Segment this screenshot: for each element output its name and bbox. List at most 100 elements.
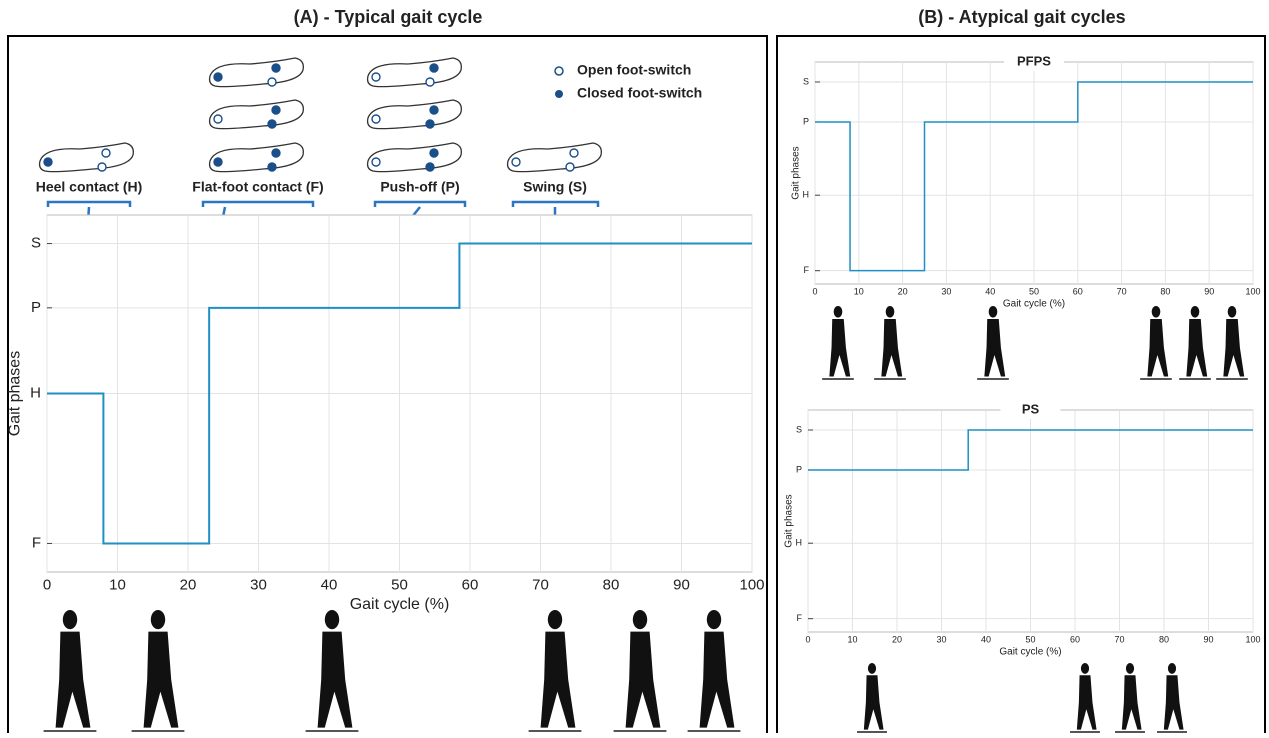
chart-title: PS [1022,401,1040,416]
y-tick-label: F [804,265,810,275]
foot-switch [425,77,435,87]
x-tick-label: 10 [854,286,864,296]
silhouette [1080,663,1090,674]
bracket [46,200,132,207]
x-tick-label: 90 [1203,634,1213,644]
silhouette [62,610,78,630]
foot-switch [213,114,223,124]
x-tick-label: 10 [109,576,126,593]
silhouette [547,610,563,630]
foot-icon [366,99,462,130]
foot-switch [371,114,381,124]
x-tick-label: 100 [1245,286,1260,296]
silhouette [699,631,735,728]
foot-switch [565,162,575,172]
y-tick-label: H [796,538,803,548]
title-bg [1000,401,1061,419]
x-tick-label: 80 [1159,634,1169,644]
foot-switch [429,105,439,115]
foot-switch [511,157,521,167]
x-tick-label: 60 [462,576,479,593]
x-tick-label: 50 [391,576,408,593]
annotation: Push-off (P) [380,179,459,195]
x-tick-label: 40 [985,286,995,296]
silhouette [984,318,1006,377]
x-tick-label: 40 [321,576,338,593]
silhouette [1076,675,1097,730]
bracket [201,200,315,207]
bracket [373,200,467,207]
foot-switch [267,119,277,129]
foot-icon [506,142,602,173]
y-tick-label: H [30,384,41,401]
silhouette [885,306,895,318]
y-tick-label: H [803,190,810,200]
silhouette [317,631,353,728]
foot-switch [271,105,281,115]
silhouette [863,675,884,730]
x-tick-label: 20 [892,634,902,644]
silhouette [143,631,179,728]
x-axis-label: Gait cycle (%) [999,646,1061,657]
silhouette [1227,306,1237,318]
silhouette [829,318,851,377]
x-tick-label: 50 [1025,634,1035,644]
foot-switch [213,72,223,82]
panel-b-title: (B) - Atypical gait cycles [918,7,1125,27]
x-axis-label: Gait cycle (%) [350,596,450,613]
illustrations [38,57,1248,733]
foot-icon [208,142,304,173]
x-tick-label: 80 [603,576,620,593]
silhouette [324,610,340,630]
y-axis-label: Gait phases [7,351,24,436]
legend-label: Open foot-switch [577,62,691,78]
step-line [47,242,752,545]
foot-switch [43,157,53,167]
x-tick-label: 0 [805,634,810,644]
x-tick-label: 50 [1029,286,1039,296]
foot-switch [267,77,277,87]
x-axis-label: Gait cycle (%) [1003,298,1065,309]
foot-icon [208,99,304,130]
foot-switch [371,72,381,82]
foot-switch [429,148,439,158]
y-axis-label: Gait phases [791,146,802,199]
x-tick-label: 60 [1070,634,1080,644]
x-tick-label: 20 [898,286,908,296]
step-line [815,81,1253,272]
silhouette [988,306,998,318]
x-tick-label: 30 [250,576,267,593]
y-tick-label: S [796,424,802,434]
silhouette [1190,306,1200,318]
foot-switch [101,148,111,158]
legend-marker [555,90,563,98]
silhouette [540,631,576,728]
y-tick-label: F [32,534,41,551]
silhouette [1125,663,1135,674]
x-tick-label: 0 [43,576,51,593]
silhouette [833,306,843,318]
silhouette [881,318,903,377]
y-tick-label: P [803,116,809,126]
title-bg [1004,53,1064,71]
x-tick-label: 70 [1117,286,1127,296]
silhouette [625,631,661,728]
silhouette [1163,675,1184,730]
foot-icon [208,57,304,88]
silhouette [1147,318,1169,377]
silhouette [1121,675,1142,730]
step-line [808,429,1253,471]
silhouette [867,663,877,674]
x-tick-label: 90 [1204,286,1214,296]
y-tick-label: P [31,299,41,316]
x-tick-label: 100 [1245,634,1260,644]
x-tick-label: 70 [1114,634,1124,644]
foot-switch [267,162,277,172]
foot-switch [213,157,223,167]
silhouette [150,610,166,630]
foot-icon [366,142,462,173]
x-tick-label: 0 [812,286,817,296]
y-tick-label: P [796,464,802,474]
annotation: Heel contact (H) [36,179,143,195]
